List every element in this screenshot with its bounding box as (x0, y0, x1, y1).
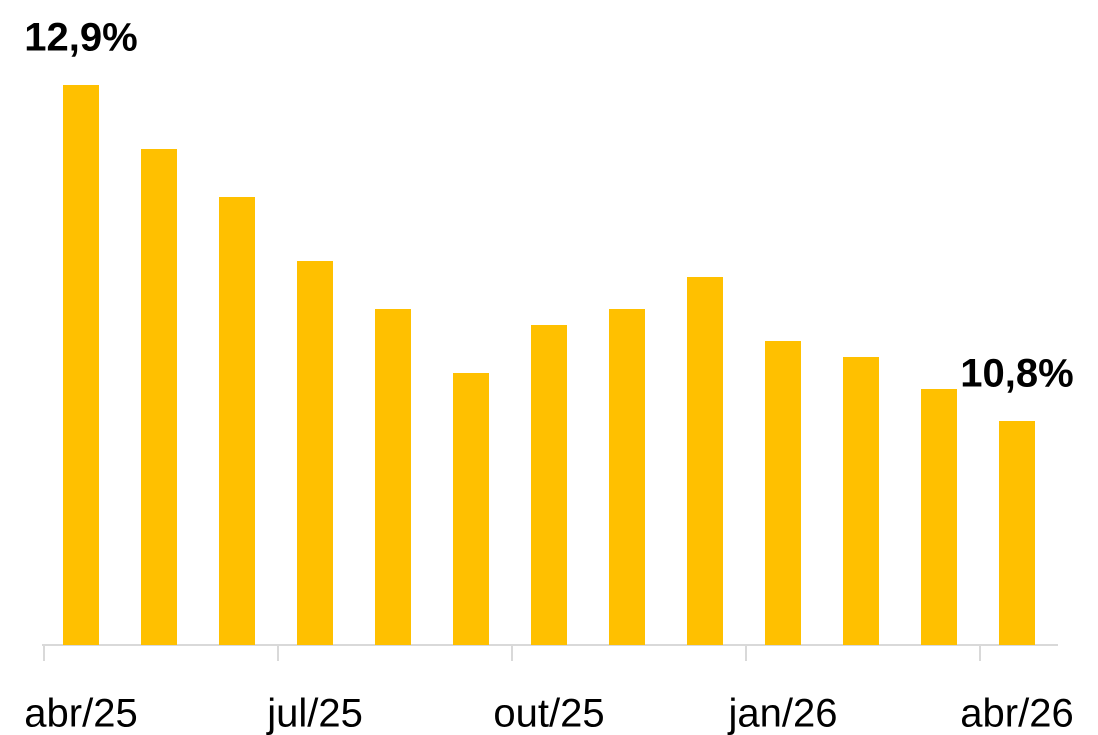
bar (219, 197, 255, 645)
bar (843, 357, 879, 645)
bar (921, 389, 957, 645)
bar (531, 325, 567, 645)
bar (687, 277, 723, 645)
bar (141, 149, 177, 645)
bar (609, 309, 645, 645)
x-tick-label: abr/25 (24, 692, 137, 735)
bar (999, 421, 1035, 645)
bar (297, 261, 333, 645)
bar (63, 85, 99, 645)
data-label: 10,8% (960, 352, 1073, 396)
bar (765, 341, 801, 645)
data-label: 12,9% (24, 16, 137, 60)
bar (375, 309, 411, 645)
x-tick-label: abr/26 (960, 692, 1073, 735)
bar (453, 373, 489, 645)
x-tick-label: jul/25 (266, 692, 363, 735)
x-tick-label: jan/26 (728, 692, 838, 735)
x-tick-label: out/25 (493, 692, 604, 735)
